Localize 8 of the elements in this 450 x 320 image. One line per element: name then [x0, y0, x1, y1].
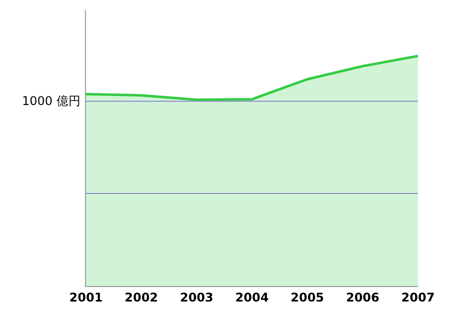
x-tick-label: 2007: [401, 290, 435, 304]
x-tick-label: 2004: [235, 290, 269, 304]
x-tick-label: 2001: [69, 290, 103, 304]
x-tick-label: 2002: [124, 290, 158, 304]
ref-line-label: 1000 億円: [22, 94, 80, 108]
x-tick-label: 2005: [290, 290, 324, 304]
x-tick-label: 2006: [346, 290, 380, 304]
x-tick-label: 2003: [180, 290, 214, 304]
